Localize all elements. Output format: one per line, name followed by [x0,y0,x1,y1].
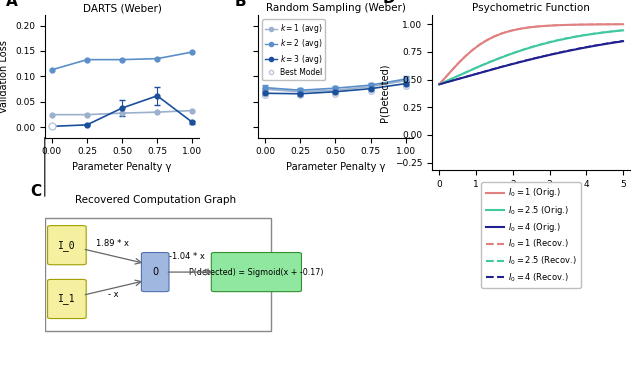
FancyBboxPatch shape [47,226,86,265]
Title: Psychometric Function: Psychometric Function [472,3,590,13]
Text: I_0: I_0 [58,240,76,250]
Text: D: D [383,0,395,6]
Text: - x: - x [108,290,118,299]
FancyBboxPatch shape [45,218,271,331]
FancyBboxPatch shape [47,280,86,319]
FancyBboxPatch shape [141,252,169,291]
Y-axis label: P(Detected): P(Detected) [380,64,389,122]
Text: C: C [30,184,41,199]
FancyBboxPatch shape [211,252,301,291]
X-axis label: Parameter Penalty γ: Parameter Penalty γ [286,162,385,172]
Title: Random Sampling (Weber): Random Sampling (Weber) [266,3,405,13]
Text: -1.04 * x: -1.04 * x [168,252,204,261]
Text: 0: 0 [152,267,158,277]
Legend: $I_0 = 1$ (Orig.), $I_0 = 2.5$ (Orig.), $I_0 = 4$ (Orig.), $I_0 = 1$ (Recov.), $: $I_0 = 1$ (Orig.), $I_0 = 2.5$ (Orig.), … [481,182,581,288]
Text: B: B [235,0,246,8]
Title: DARTS (Weber): DARTS (Weber) [83,3,161,13]
Text: A: A [6,0,18,8]
X-axis label: ΔI: ΔI [526,195,536,205]
Text: I_1: I_1 [58,293,76,304]
Text: Recovered Computation Graph: Recovered Computation Graph [75,195,236,205]
Y-axis label: Validation Loss: Validation Loss [0,40,10,113]
Legend: $k = 1$ (avg), $k = 2$ (avg), $k = 3$ (avg), Best Model: $k = 1$ (avg), $k = 2$ (avg), $k = 3$ (a… [262,19,325,80]
X-axis label: Parameter Penalty γ: Parameter Penalty γ [72,162,172,172]
Text: P(detected) = Sigmoid(x + -0.17): P(detected) = Sigmoid(x + -0.17) [189,268,324,277]
Text: 1.89 * x: 1.89 * x [97,239,129,249]
